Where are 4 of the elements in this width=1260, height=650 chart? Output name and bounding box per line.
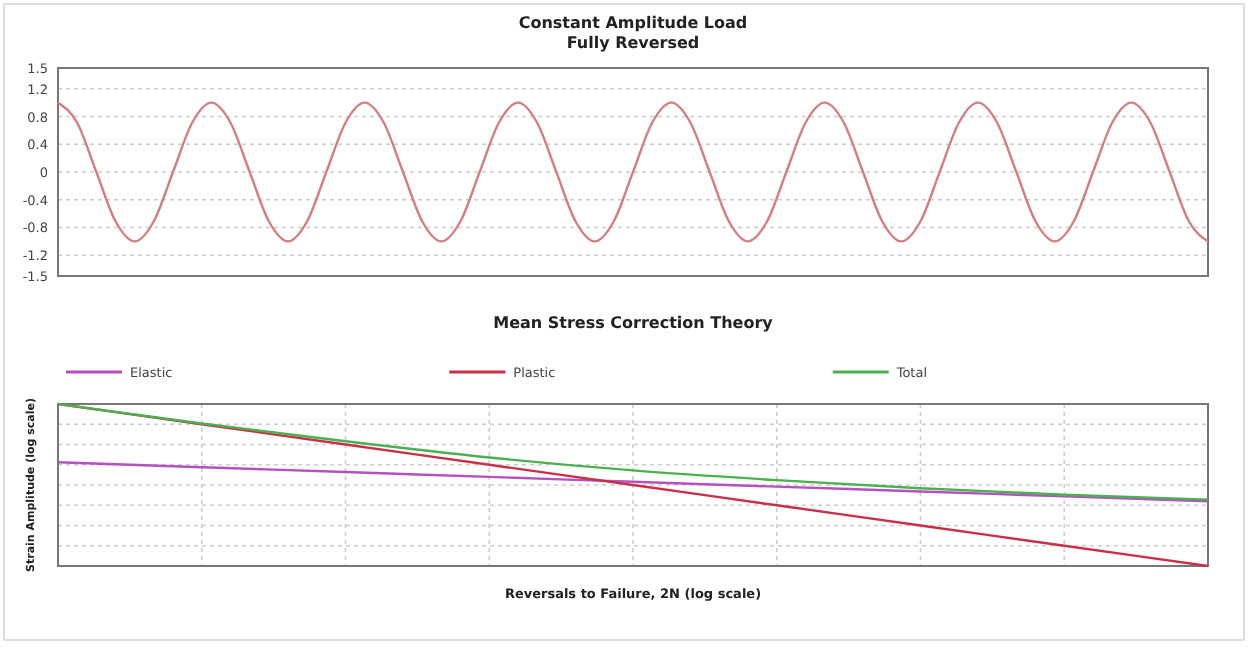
chart-title: Mean Stress Correction Theory: [493, 314, 775, 332]
line-series: [56, 101, 1210, 243]
chart-subtitle: Fully Reversed: [566, 34, 700, 52]
chart-title: Constant Amplitude Load: [518, 14, 748, 32]
